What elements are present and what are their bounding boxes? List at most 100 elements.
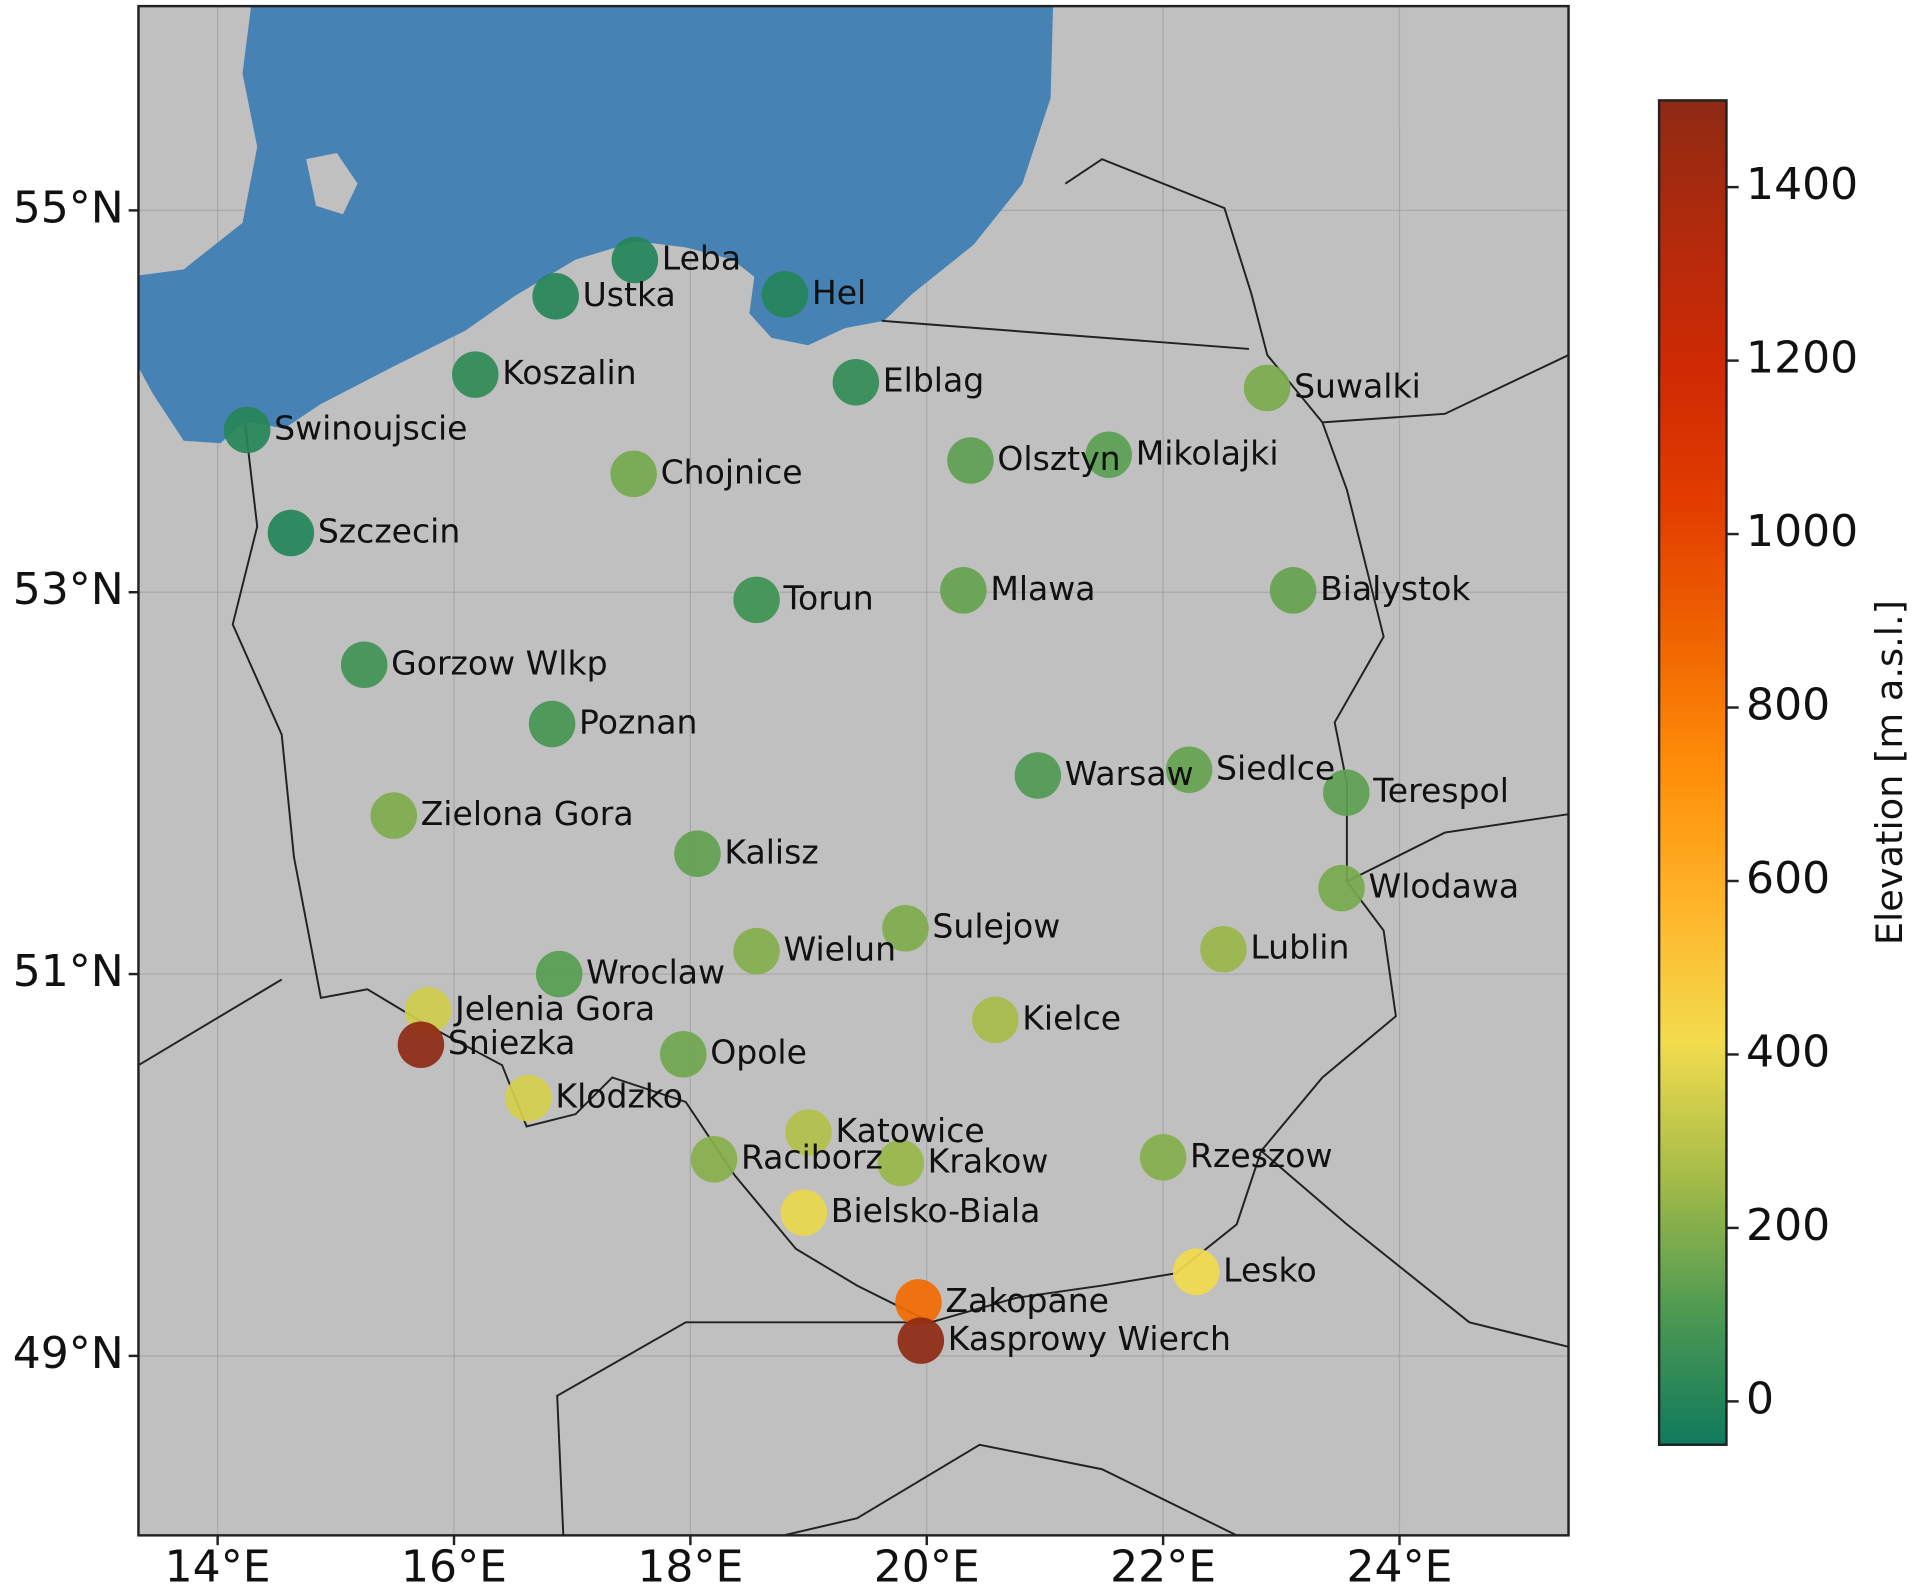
- station-label: Mikolajki: [1136, 433, 1279, 472]
- station-marker: [610, 450, 657, 498]
- station-label: Kasprowy Wierch: [948, 1319, 1231, 1358]
- station-marker: [785, 1109, 832, 1156]
- station-marker: [1085, 431, 1133, 479]
- station-marker: [1139, 1134, 1187, 1181]
- station-label: Koszalin: [502, 353, 636, 392]
- station-label: Bialystok: [1320, 569, 1471, 608]
- station-marker: [452, 351, 499, 398]
- station-marker: [535, 950, 583, 998]
- x-tick-label: 24°E: [1347, 1542, 1453, 1588]
- station-marker: [532, 273, 579, 320]
- station-marker: [611, 236, 659, 284]
- station-marker: [1323, 769, 1370, 816]
- station-label: Wielun: [784, 930, 897, 969]
- station-marker: [1014, 752, 1062, 799]
- station-label: Kielce: [1022, 998, 1121, 1037]
- station-marker: [832, 358, 880, 406]
- colorbar-tick-label: 600: [1746, 853, 1830, 904]
- station-label: Wroclaw: [586, 953, 725, 992]
- station-marker: [1172, 1248, 1220, 1296]
- station-label: Mlawa: [990, 569, 1095, 608]
- station-marker: [340, 641, 388, 689]
- station-label: Rzeszow: [1190, 1136, 1332, 1175]
- station-label: Wlodawa: [1369, 867, 1520, 906]
- station-label: Bielsko-Biala: [831, 1191, 1041, 1230]
- station-label: Warsaw: [1065, 754, 1194, 793]
- station-label: Chojnice: [661, 452, 803, 491]
- station-marker: [505, 1074, 552, 1122]
- y-tick-label: 51°N: [13, 946, 124, 997]
- frame: [137, 4, 1570, 1537]
- station-marker: [733, 576, 780, 624]
- y-tick-label: 53°N: [13, 564, 124, 615]
- station-label: Raciborz: [741, 1138, 883, 1177]
- station-label: Olsztyn: [997, 439, 1120, 478]
- colorbar-tick-label: 200: [1746, 1200, 1830, 1251]
- x-tick-label: 18°E: [637, 1542, 743, 1588]
- station-label: Sulejow: [932, 907, 1060, 946]
- station-marker: [882, 904, 929, 952]
- island: [306, 153, 358, 215]
- station-marker: [780, 1189, 828, 1236]
- station-label: Sniezka: [448, 1023, 576, 1062]
- x-tick-label: 14°E: [165, 1542, 271, 1588]
- station-label: Krakow: [928, 1142, 1049, 1181]
- station-label: Lesko: [1223, 1250, 1317, 1289]
- station-marker: [1318, 864, 1365, 912]
- station-marker: [660, 1030, 707, 1078]
- station-label: Kalisz: [724, 832, 818, 871]
- station-label: Lublin: [1250, 928, 1349, 967]
- station-marker: [1165, 746, 1213, 794]
- station-label: Opole: [710, 1033, 807, 1072]
- colorbar-tick-label: 1000: [1746, 506, 1858, 557]
- station-label: Hel: [812, 273, 866, 312]
- x-tick-label: 20°E: [874, 1542, 980, 1588]
- station-marker: [972, 996, 1019, 1044]
- station-label: Zakopane: [945, 1281, 1109, 1320]
- station-marker: [690, 1135, 738, 1183]
- station-label: Suwalki: [1294, 366, 1421, 405]
- station-label: Ustka: [583, 275, 676, 314]
- station-marker: [877, 1139, 925, 1187]
- x-tick-label: 22°E: [1110, 1542, 1216, 1588]
- station-label: Siedlce: [1216, 748, 1335, 787]
- station-marker: [223, 406, 271, 454]
- station-label: Gorzow Wlkp: [391, 643, 607, 682]
- station-marker: [761, 271, 809, 318]
- station-label: Katowice: [836, 1111, 985, 1150]
- x-tick-label: 16°E: [401, 1542, 507, 1588]
- station-label: Swinoujscie: [274, 408, 467, 447]
- y-tick-label: 49°N: [13, 1328, 124, 1379]
- station-label: Szczecin: [318, 512, 460, 551]
- station-marker: [1200, 925, 1247, 973]
- station-label: Jelenia Gora: [453, 989, 655, 1028]
- station-marker: [267, 509, 315, 557]
- colorbar-tick-label: 400: [1746, 1026, 1830, 1077]
- station-marker: [733, 927, 780, 975]
- sea: [138, 6, 1054, 444]
- station-marker: [674, 830, 721, 878]
- station-marker: [528, 700, 576, 748]
- station-marker: [947, 437, 994, 484]
- station-marker: [897, 1317, 945, 1364]
- station-label: Torun: [783, 578, 874, 617]
- borders: [138, 158, 1569, 1536]
- station-marker: [1243, 364, 1291, 412]
- basemap: [138, 6, 1569, 1536]
- station-label: Terespol: [1372, 771, 1509, 810]
- station-marker: [895, 1279, 942, 1326]
- station-label: Klodzko: [555, 1077, 683, 1116]
- station-marker: [1269, 567, 1317, 614]
- colorbar-tick-label: 1400: [1746, 159, 1858, 210]
- colorbar-label: Elevation [m a.s.l.]: [1868, 600, 1911, 945]
- colorbar-tick-label: 0: [1746, 1373, 1774, 1424]
- station-marker: [370, 792, 417, 839]
- colorbar: [1657, 99, 1728, 1446]
- station-marker: [397, 1021, 445, 1068]
- y-tick-label: 55°N: [13, 182, 124, 233]
- station-marker: [940, 567, 987, 614]
- station-label: Zielona Gora: [421, 794, 634, 833]
- station-label: Leba: [662, 239, 741, 278]
